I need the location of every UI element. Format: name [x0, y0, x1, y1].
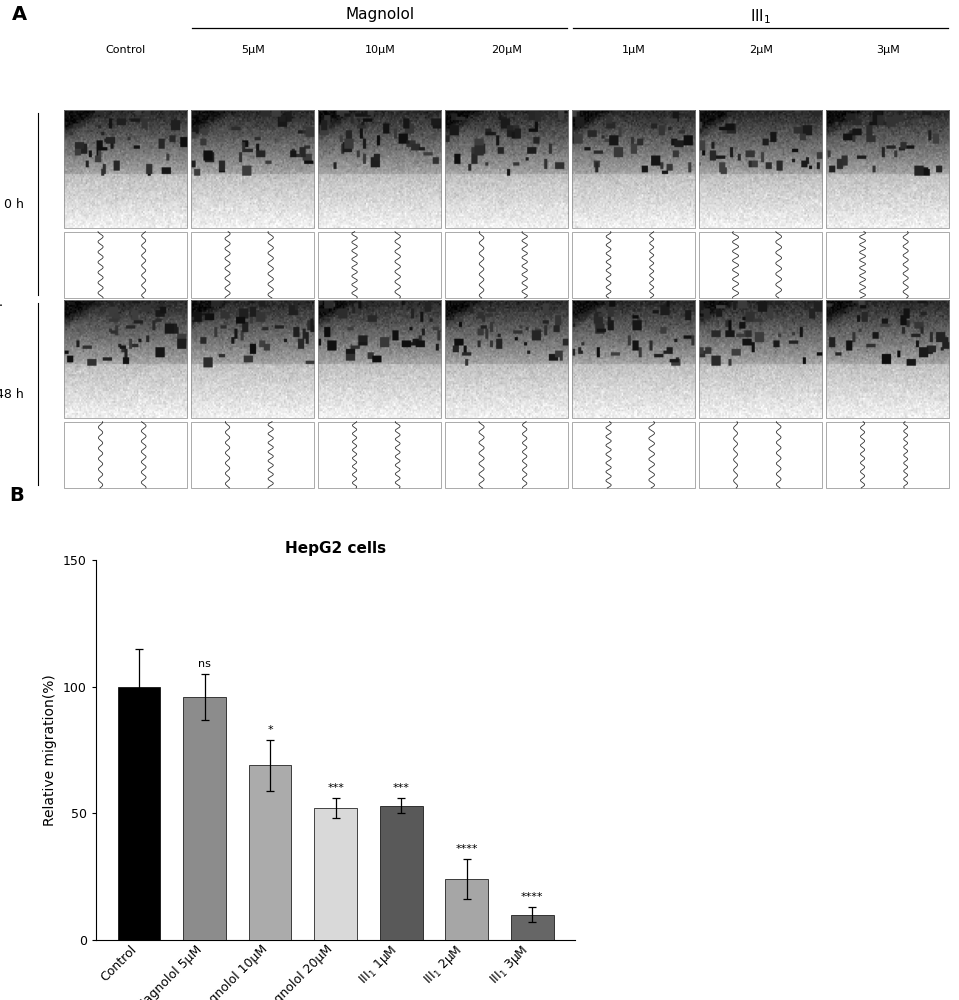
Bar [445, 879, 488, 940]
Bar [698, 232, 822, 298]
Bar [63, 300, 187, 418]
Bar [191, 422, 314, 488]
Text: ****: **** [521, 892, 544, 902]
Bar [445, 110, 568, 228]
Text: 10μM: 10μM [364, 45, 395, 55]
Text: 48 h: 48 h [0, 388, 24, 401]
Bar [191, 110, 314, 228]
Bar [698, 422, 822, 488]
Bar [445, 232, 568, 298]
Bar [445, 300, 568, 418]
Text: 3μM: 3μM [876, 45, 900, 55]
Text: Control: Control [105, 45, 146, 55]
Text: 5μM: 5μM [241, 45, 265, 55]
Text: B: B [10, 486, 24, 505]
Bar [317, 300, 441, 418]
Bar [380, 806, 423, 940]
Bar [826, 300, 948, 418]
Bar [511, 915, 553, 940]
Title: HepG2 cells: HepG2 cells [285, 541, 386, 556]
Bar [191, 232, 314, 298]
Bar [826, 232, 948, 298]
Bar [315, 808, 357, 940]
Bar [63, 232, 187, 298]
Bar [826, 422, 948, 488]
Text: Magnolol: Magnolol [345, 7, 414, 22]
Bar [183, 697, 226, 940]
Text: 1μM: 1μM [622, 45, 645, 55]
Bar [118, 687, 160, 940]
Bar [317, 232, 441, 298]
Text: 0 h: 0 h [4, 198, 24, 212]
Text: *: * [268, 725, 273, 735]
Bar [63, 110, 187, 228]
Text: ns: ns [199, 659, 211, 669]
Bar [698, 110, 822, 228]
Text: A: A [12, 5, 27, 24]
Bar [572, 232, 694, 298]
Text: ****: **** [456, 844, 478, 854]
Text: $\mathrm{III_1}$: $\mathrm{III_1}$ [750, 7, 771, 26]
Text: 2μM: 2μM [749, 45, 773, 55]
Text: 20μM: 20μM [491, 45, 523, 55]
Bar [317, 422, 441, 488]
Bar [445, 422, 568, 488]
Bar [572, 422, 694, 488]
Bar [248, 765, 292, 940]
Bar [572, 300, 694, 418]
Bar [317, 110, 441, 228]
Bar [572, 110, 694, 228]
Bar [698, 300, 822, 418]
Text: ***: *** [327, 783, 344, 793]
Bar [826, 110, 948, 228]
Bar [63, 422, 187, 488]
Y-axis label: Relative migration(%): Relative migration(%) [43, 674, 58, 826]
Bar [191, 300, 314, 418]
Text: HepG2: HepG2 [0, 279, 2, 321]
Text: ***: *** [393, 783, 409, 793]
